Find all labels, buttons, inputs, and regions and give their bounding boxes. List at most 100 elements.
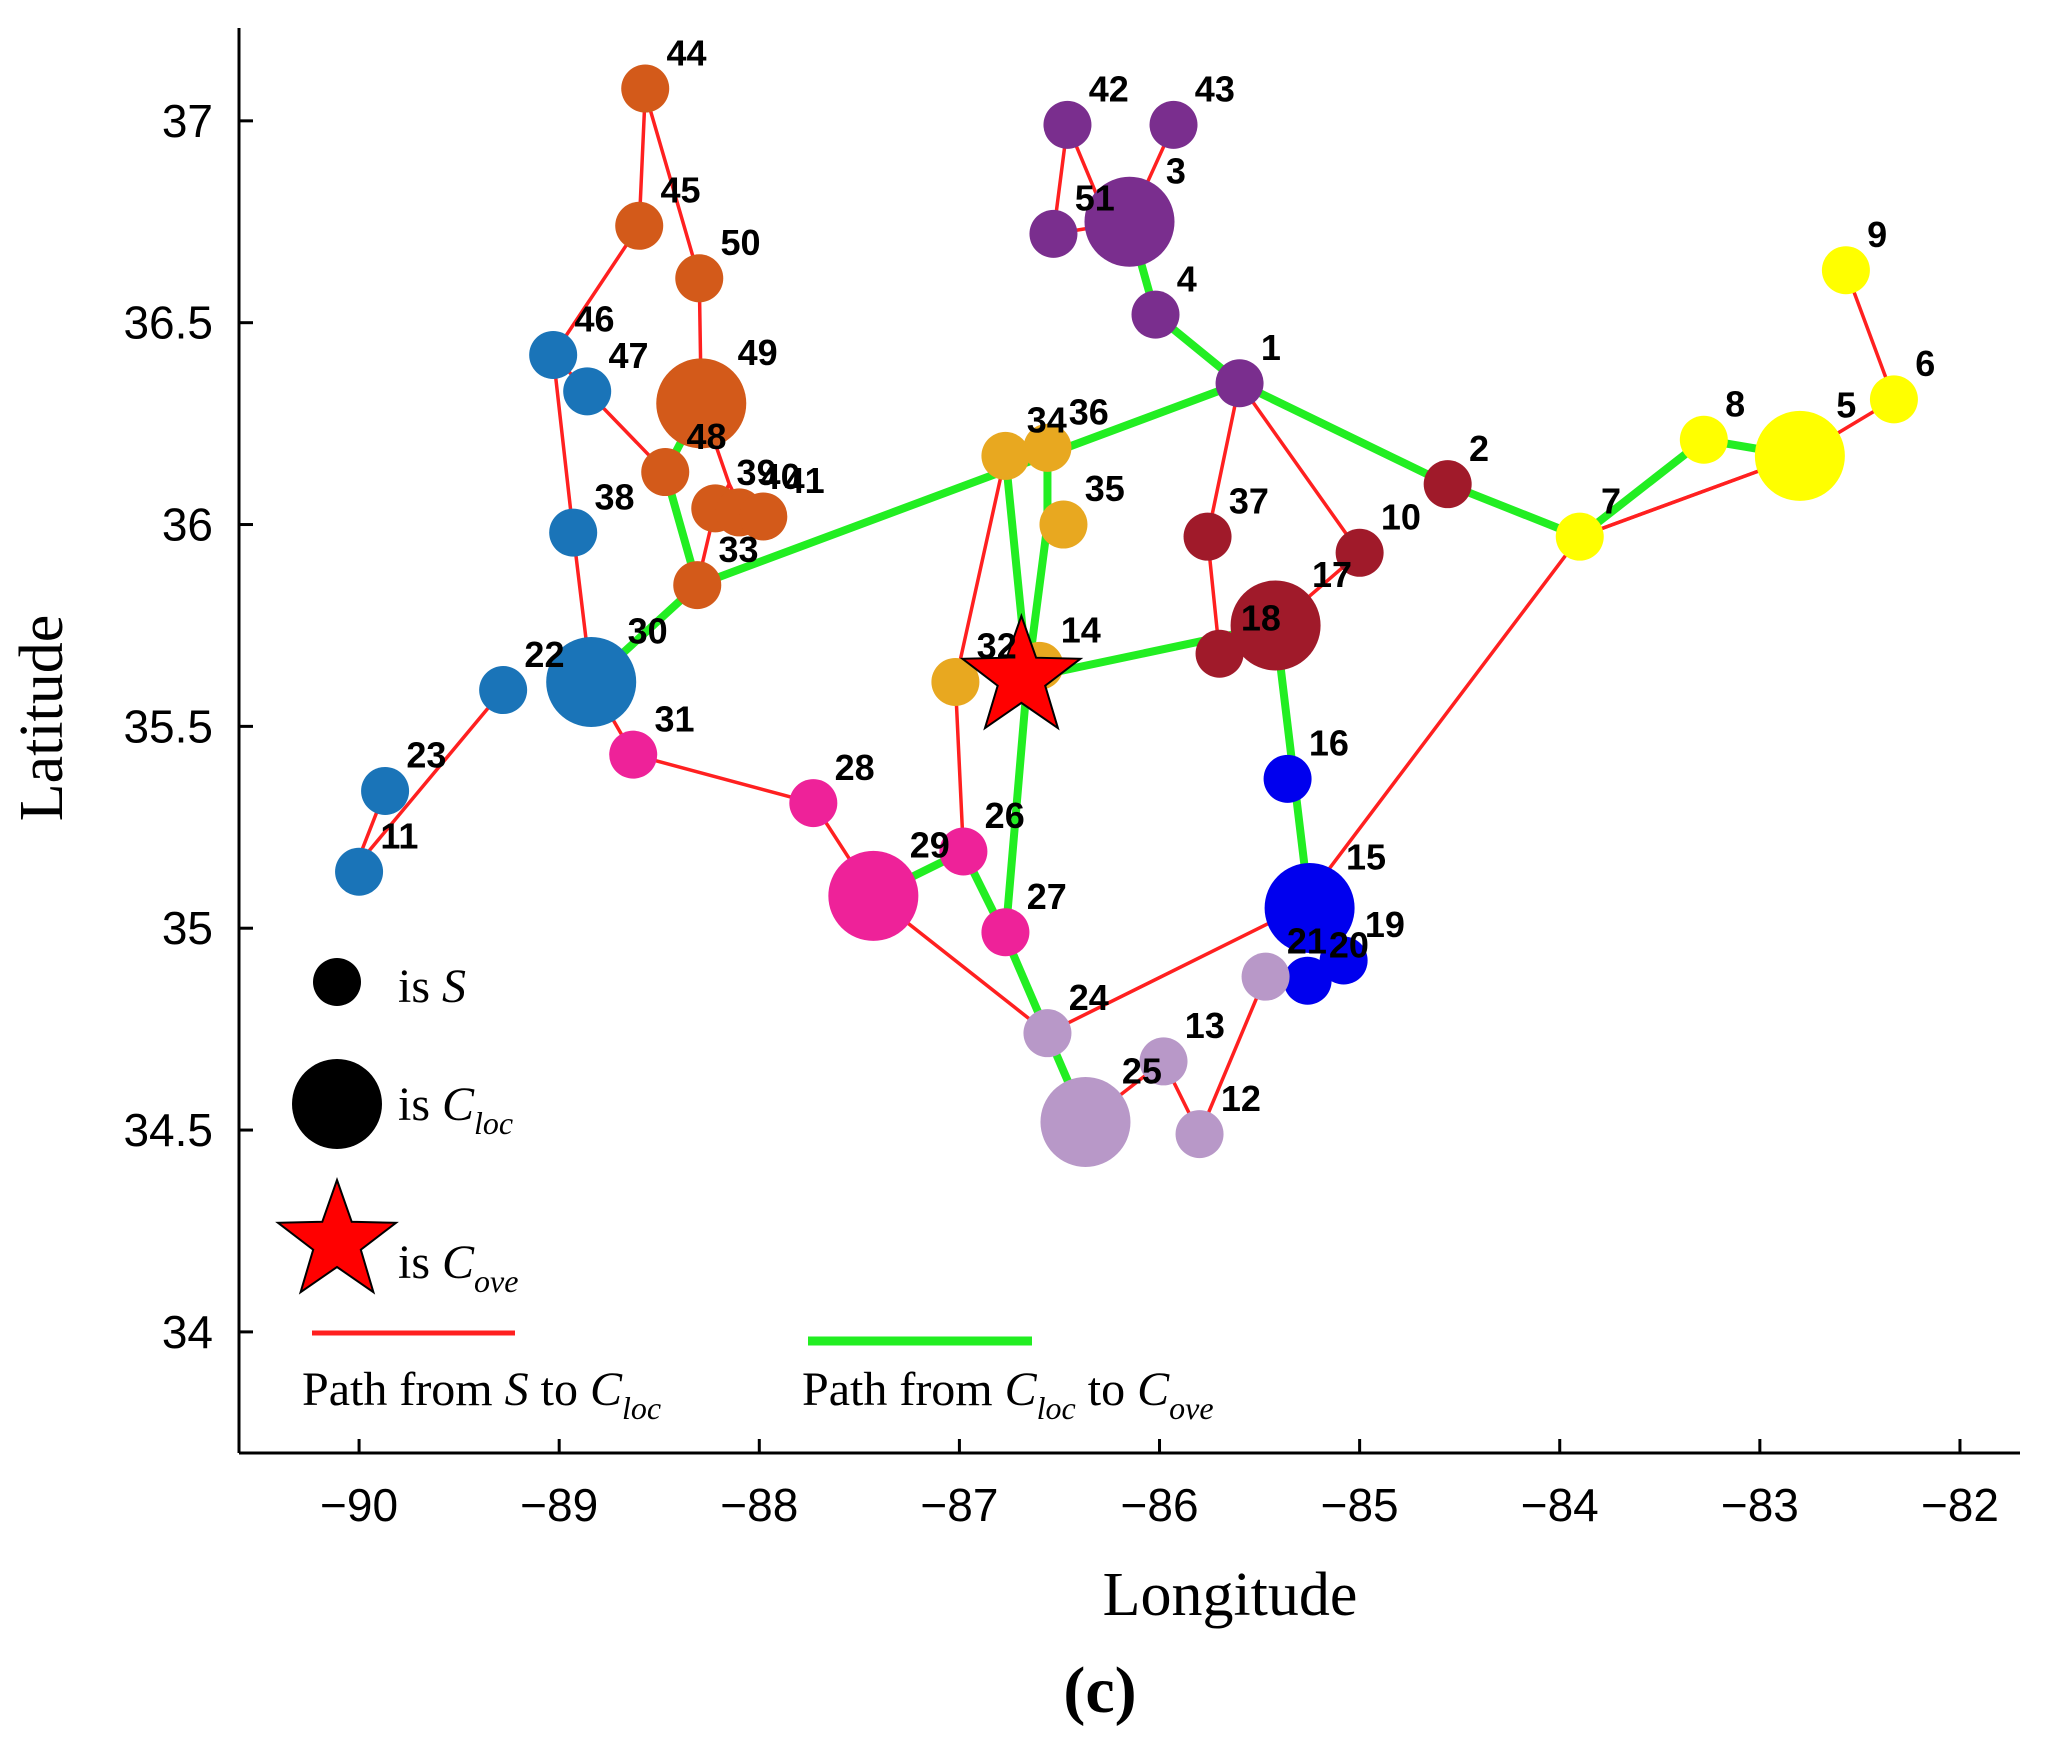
- node-22: [479, 666, 528, 715]
- node-label-29: 29: [910, 825, 950, 866]
- node-21: [1241, 952, 1290, 1001]
- node-label-18: 18: [1241, 597, 1281, 638]
- node-12: [1175, 1110, 1224, 1159]
- node-47: [563, 367, 612, 416]
- node-34: [981, 431, 1030, 480]
- legend-cove-star-icon: [275, 1176, 399, 1295]
- node-group: [335, 64, 1918, 1167]
- node-label-13: 13: [1185, 1005, 1225, 1046]
- node-19: [1319, 936, 1368, 985]
- node-label-8: 8: [1725, 383, 1745, 424]
- node-label-7: 7: [1601, 480, 1621, 521]
- node-label-44: 44: [667, 32, 707, 73]
- node-label-26: 26: [985, 795, 1025, 836]
- node-label-24: 24: [1069, 977, 1109, 1018]
- node-13: [1139, 1037, 1188, 1086]
- node-label-30: 30: [628, 611, 668, 652]
- node-label-15: 15: [1346, 837, 1386, 878]
- node-label-27: 27: [1027, 876, 1067, 917]
- node-4: [1131, 290, 1180, 339]
- node-label-35: 35: [1085, 468, 1125, 509]
- node-label-14: 14: [1061, 610, 1101, 651]
- y-tick-label: 35: [162, 902, 213, 954]
- node-label-11: 11: [380, 815, 418, 856]
- node-18: [1195, 629, 1244, 678]
- node-label-31: 31: [655, 698, 695, 739]
- node-7: [1555, 512, 1604, 561]
- node-label-22: 22: [524, 634, 564, 675]
- node-32: [931, 657, 980, 706]
- x-tick-label: −86: [1121, 1479, 1199, 1531]
- node-label-39: 39: [737, 452, 777, 493]
- node-51: [1029, 209, 1078, 258]
- node-label-51: 51: [1075, 178, 1115, 219]
- node-3: [1084, 176, 1175, 267]
- node-37: [1183, 512, 1232, 561]
- node-28: [789, 779, 838, 828]
- node-49: [656, 358, 747, 449]
- node-9: [1821, 246, 1870, 295]
- node-label-12: 12: [1221, 1078, 1261, 1119]
- node-label-34: 34: [1027, 400, 1067, 441]
- y-tick-label: 37: [162, 95, 213, 147]
- node-30: [546, 636, 637, 727]
- legend: is S is Cloc is Cove Path from S to Cloc…: [275, 958, 1214, 1426]
- node-label-43: 43: [1195, 69, 1235, 110]
- node-5: [1754, 410, 1845, 501]
- node-48: [641, 448, 690, 497]
- x-tick-label: −89: [520, 1479, 598, 1531]
- green-path: [1001, 439, 1052, 682]
- y-tick-label: 34: [162, 1306, 213, 1358]
- node-label-32: 32: [977, 626, 1017, 667]
- y-tick-label: 36: [162, 499, 213, 551]
- node-label-5: 5: [1836, 385, 1856, 426]
- node-label-38: 38: [594, 476, 634, 517]
- node-label-2: 2: [1469, 428, 1489, 469]
- node-10: [1335, 528, 1384, 577]
- node-label-50: 50: [721, 222, 761, 263]
- node-label-45: 45: [661, 170, 701, 211]
- y-axis-title: Latitude: [8, 615, 76, 822]
- node-42: [1043, 100, 1092, 149]
- y-tick-label: 34.5: [123, 1104, 213, 1156]
- legend-cloc-label: is Cloc: [398, 1078, 513, 1141]
- node-label-33: 33: [719, 529, 759, 570]
- x-tick-label: −88: [720, 1479, 798, 1531]
- x-tick-label: −85: [1321, 1479, 1399, 1531]
- node-label-1: 1: [1261, 327, 1281, 368]
- legend-cove-label: is Cove: [398, 1236, 518, 1299]
- x-tick-label: −83: [1721, 1479, 1799, 1531]
- node-25: [1040, 1076, 1131, 1167]
- cove-star: [959, 612, 1084, 731]
- node-label-48: 48: [687, 416, 727, 457]
- x-axis-title: Longitude: [1103, 1561, 1358, 1629]
- node-36: [1023, 423, 1072, 472]
- x-tick-label: −82: [1921, 1479, 1999, 1531]
- node-label-16: 16: [1309, 723, 1349, 764]
- tick-group: −90 −89 −88 −87 −86 −85 −84 −83 −823434.53535.53…: [123, 95, 1999, 1531]
- node-45: [615, 201, 664, 250]
- node-43: [1149, 100, 1198, 149]
- node-46: [529, 330, 578, 379]
- node-8: [1679, 415, 1728, 464]
- node-23: [361, 766, 410, 815]
- node-label-4: 4: [1177, 258, 1197, 299]
- node-label-47: 47: [608, 335, 648, 376]
- node-26: [939, 827, 988, 876]
- x-tick-label: −87: [920, 1479, 998, 1531]
- node-label-9: 9: [1867, 214, 1887, 255]
- node-label-6: 6: [1915, 343, 1935, 384]
- node-44: [621, 64, 670, 113]
- node-11: [335, 847, 384, 896]
- node-label-3: 3: [1166, 150, 1186, 191]
- node-33: [673, 561, 722, 610]
- green-path: [869, 673, 1032, 941]
- legend-s-label: is S: [398, 960, 466, 1013]
- node-label-42: 42: [1089, 69, 1129, 110]
- legend-cloc-marker: [292, 1059, 382, 1149]
- node-label-36: 36: [1069, 392, 1109, 433]
- x-tick-label: −84: [1521, 1479, 1599, 1531]
- node-label-19: 19: [1365, 904, 1405, 945]
- node-label-20: 20: [1329, 924, 1369, 965]
